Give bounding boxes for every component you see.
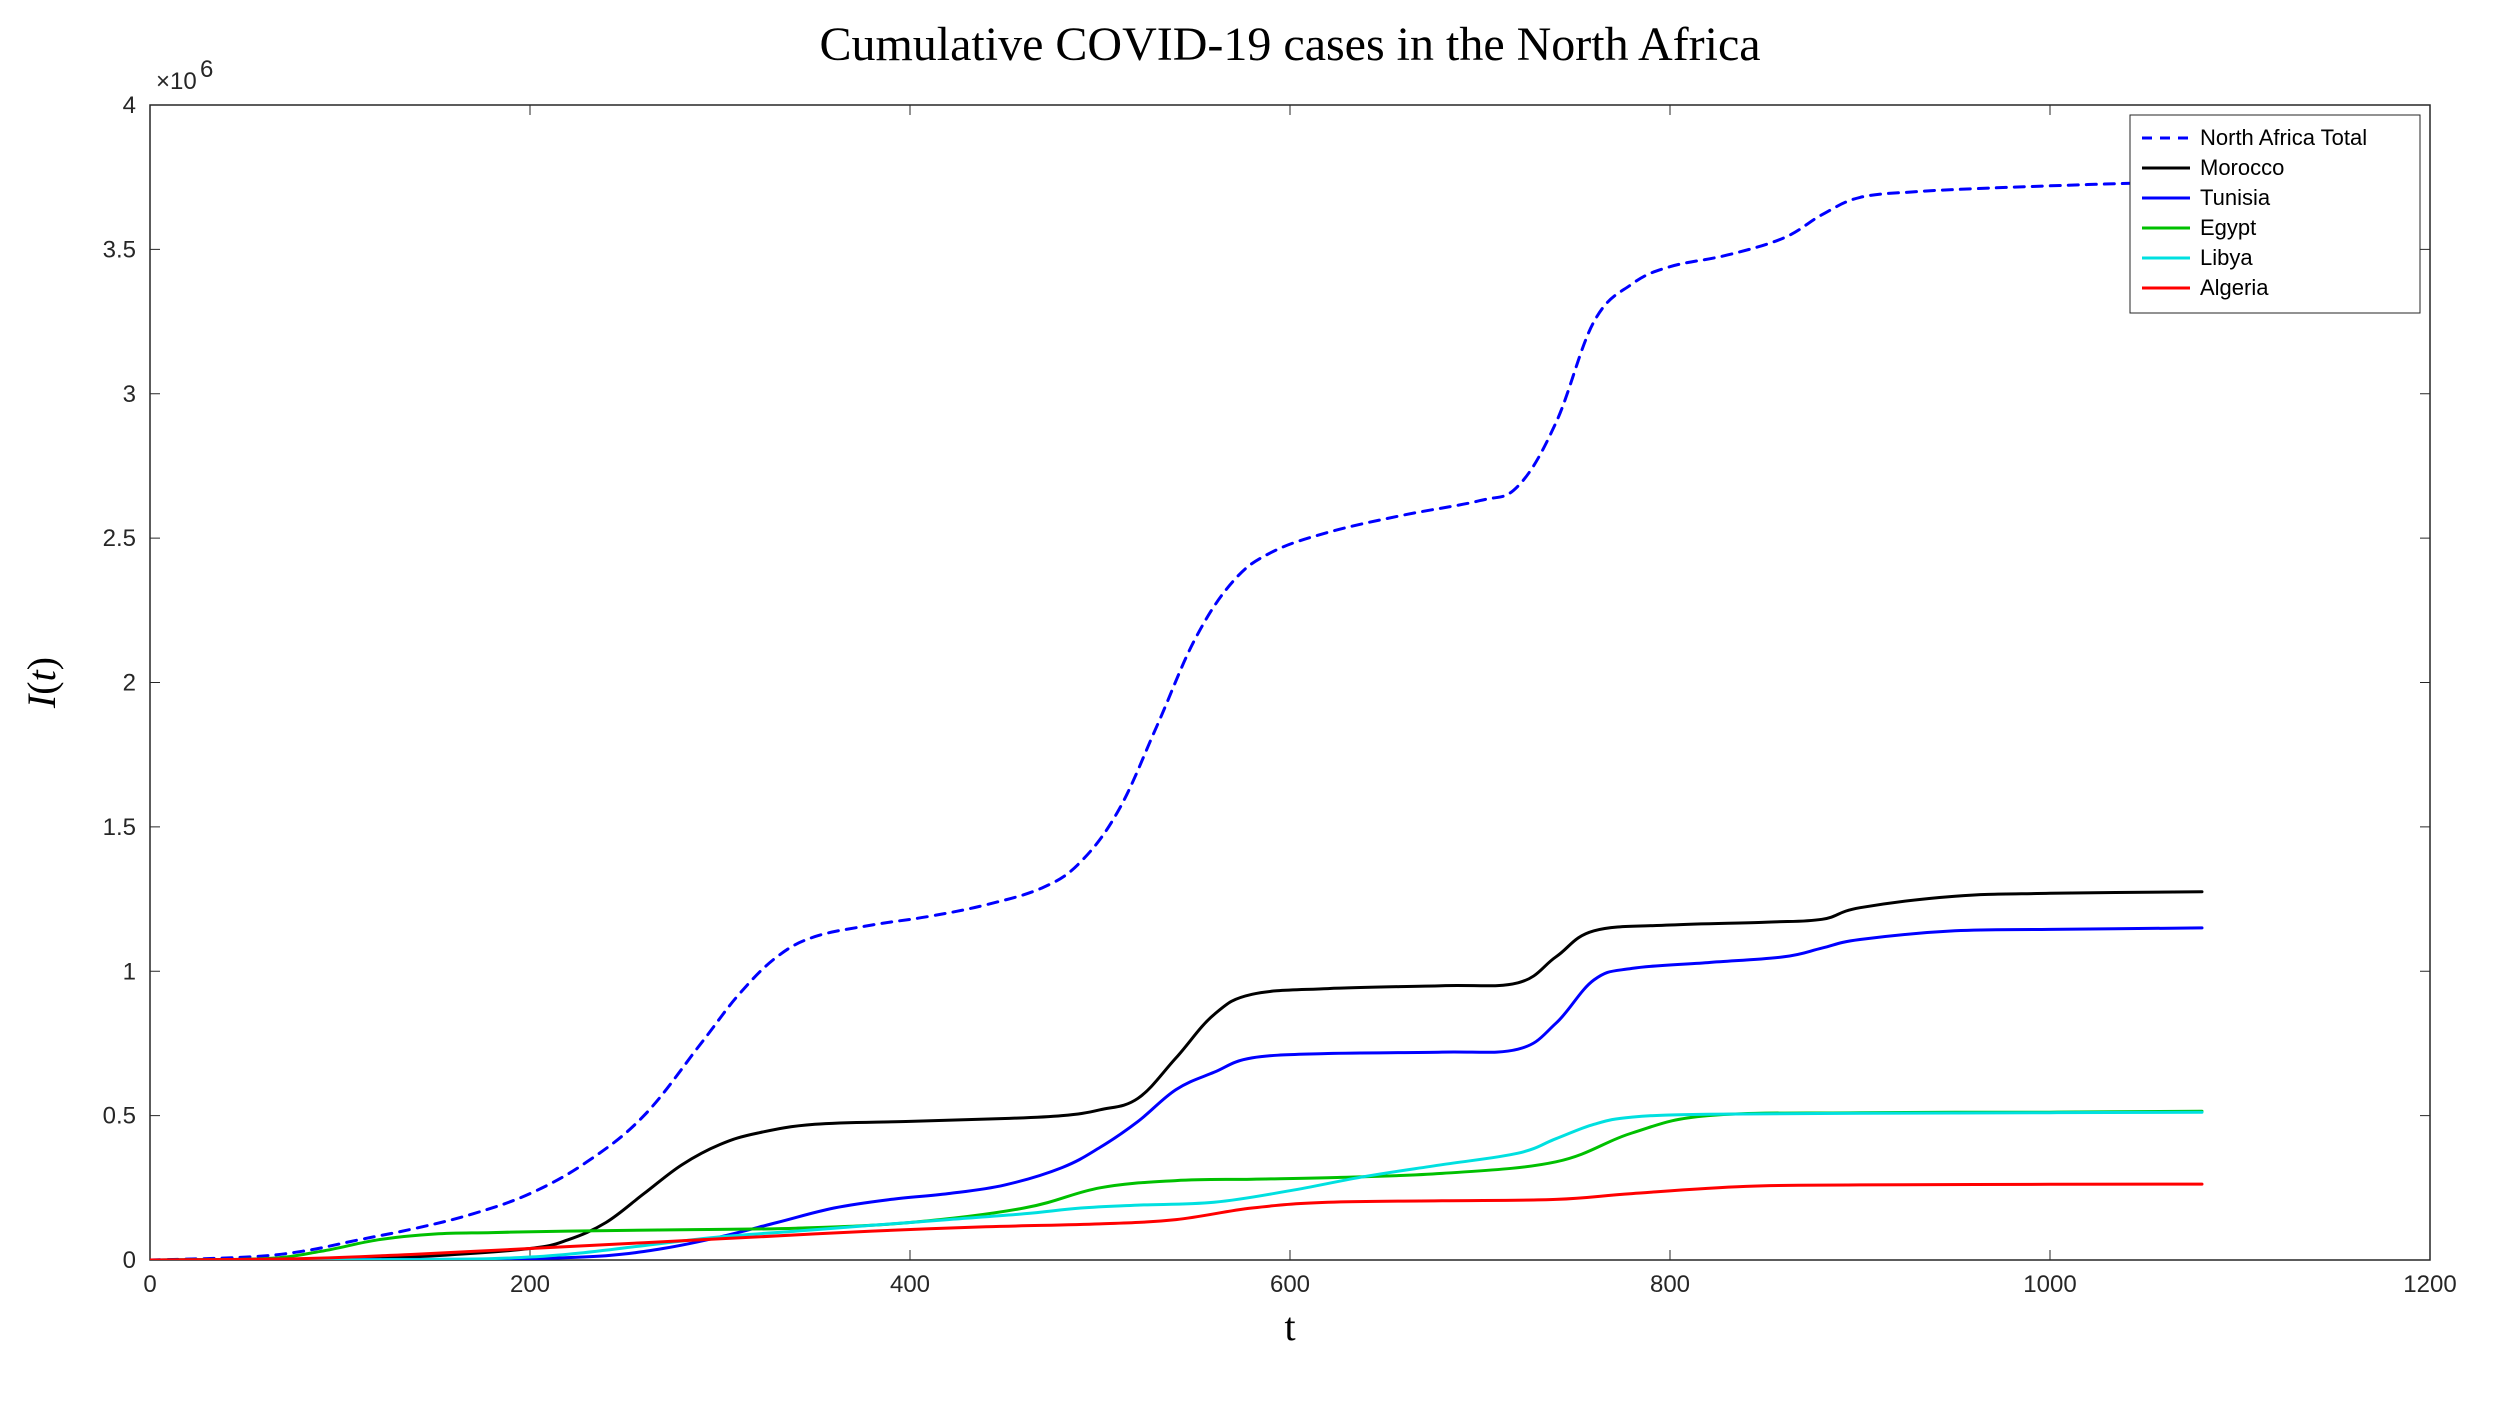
legend-label: North Africa Total xyxy=(2200,125,2367,150)
legend-label: Egypt xyxy=(2200,215,2256,240)
y-tick-label: 1.5 xyxy=(103,814,136,841)
y-tick-label: 0 xyxy=(123,1247,136,1274)
legend-label: Morocco xyxy=(2200,155,2284,180)
x-tick-label: 400 xyxy=(890,1271,930,1298)
x-tick-label: 1200 xyxy=(2403,1271,2456,1298)
y-axis-label: I(t) xyxy=(19,657,64,709)
chart-container: 0 200 400 600 800 1000 1200 0 0.5 1 1.5 2 2.5 3 3.5 4 ×1… xyxy=(0,0,2506,1402)
legend-label: Algeria xyxy=(2200,275,2269,300)
series-algeria xyxy=(150,1184,2202,1260)
plot-border xyxy=(150,105,2430,1260)
legend-label: Libya xyxy=(2200,245,2253,270)
x-tick-label: 800 xyxy=(1650,1271,1690,1298)
x-tick-label: 1000 xyxy=(2023,1271,2076,1298)
y-exponent: ×106 xyxy=(156,56,213,95)
x-tick-label: 0 xyxy=(143,1271,156,1298)
chart-title: Cumulative COVID-19 cases in the North A… xyxy=(819,18,1760,71)
y-tick-label: 3.5 xyxy=(103,236,136,263)
y-tick-label: 2 xyxy=(123,670,136,697)
svg-text:×10: ×10 xyxy=(156,68,197,95)
y-tick-label: 0.5 xyxy=(103,1103,136,1130)
x-tick-label: 200 xyxy=(510,1271,550,1298)
chart-svg: 0 200 400 600 800 1000 1200 0 0.5 1 1.5 2 2.5 3 3.5 4 ×1… xyxy=(0,0,2506,1402)
svg-text:6: 6 xyxy=(200,56,213,83)
y-tick-label: 2.5 xyxy=(103,525,136,552)
series-north-africa-total xyxy=(150,183,2202,1260)
x-tick-label: 600 xyxy=(1270,1271,1310,1298)
legend-label: Tunisia xyxy=(2200,185,2271,210)
y-tick-label: 1 xyxy=(123,958,136,985)
plot-lines xyxy=(150,183,2202,1260)
x-axis-label: t xyxy=(1284,1304,1295,1349)
y-tick-label: 4 xyxy=(123,92,136,119)
series-tunisia xyxy=(150,928,2202,1260)
y-tick-label: 3 xyxy=(123,381,136,408)
